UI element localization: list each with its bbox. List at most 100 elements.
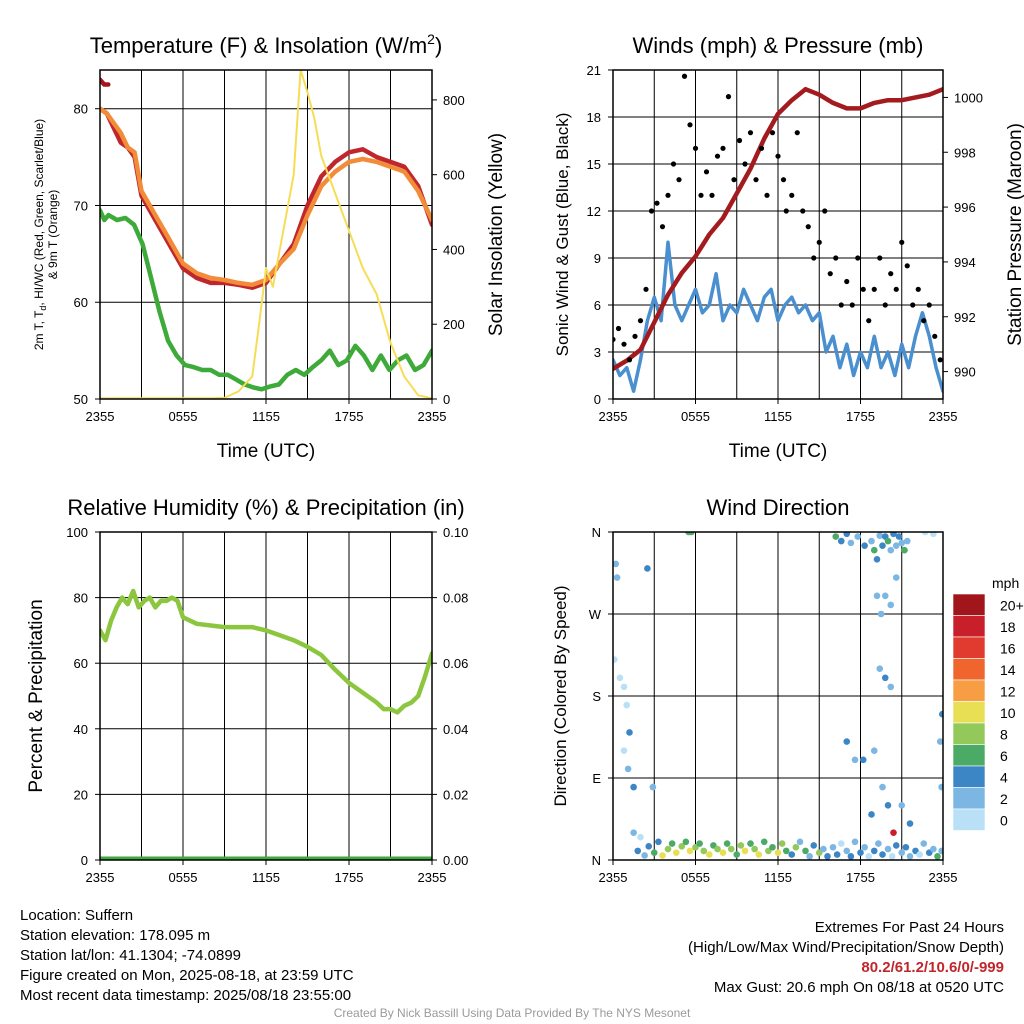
chart-title-text: Relative Humidity (%) & Precipitation (i… (67, 495, 464, 520)
station-info: Location: Suffern Station elevation: 178… (20, 906, 354, 1006)
y-tick-label: N (592, 853, 601, 868)
direction-point (682, 838, 690, 846)
y-tick-label: 80 (74, 591, 88, 606)
y-axis-label-subscript: d (38, 306, 48, 311)
x-tick-label: 2355 (929, 409, 958, 424)
direction-point (895, 533, 903, 540)
direction-point (696, 840, 703, 847)
y2-tick-label: 0.08 (443, 591, 468, 606)
x-tick-label: 2355 (86, 409, 115, 424)
y2-tick-label: 990 (954, 365, 976, 380)
direction-point (938, 783, 943, 791)
series-group (100, 588, 432, 860)
y2-tick-label: 800 (443, 93, 465, 108)
direction-point (620, 747, 628, 754)
legend-label: 10 (1000, 705, 1016, 721)
direction-point (868, 537, 875, 545)
direction-point (859, 756, 867, 764)
gust-point (659, 224, 666, 230)
x-tick-label: 1755 (335, 409, 364, 424)
gust-point (800, 208, 806, 214)
direction-point (833, 851, 841, 858)
x-tick-label: 1155 (764, 409, 792, 424)
gust-point (676, 177, 682, 183)
extremes-legend: (High/Low/Max Wind/Precipitation/Snow De… (688, 939, 1004, 956)
x-tick-label: 0555 (681, 870, 710, 885)
series-line-sonic-wind (613, 240, 943, 393)
y-tick-label: 50 (74, 392, 88, 407)
y-tick-label: S (592, 689, 601, 704)
direction-point (892, 574, 900, 581)
series-line-td (100, 208, 432, 392)
recent-data-timestamp: Most recent data timestamp: 2025/08/18 2… (20, 987, 352, 1004)
series-group (613, 532, 943, 860)
direction-point (887, 546, 895, 554)
gust-point (621, 341, 627, 347)
gust-point (764, 192, 770, 198)
x-tick-label: 2355 (599, 409, 628, 424)
direction-point (623, 701, 631, 709)
gust-point (888, 271, 894, 277)
legend-swatch (952, 765, 986, 788)
direction-point (881, 674, 889, 682)
y2-tick-label: 0 (443, 392, 450, 407)
gust-point (654, 200, 660, 206)
direction-point (714, 845, 721, 853)
gust-point (915, 286, 921, 292)
extremes-values: 80.2/61.2/10.6/0/-999 (861, 959, 1004, 976)
extremes-info: Extremes For Past 24 Hours (High/Low/Max… (688, 918, 1004, 998)
x-tick-label: 2355 (418, 409, 447, 424)
legend-swatch (952, 679, 986, 702)
x-tick-label: 1755 (846, 409, 875, 424)
chart-title: Temperature (F) & Insolation (W/m2) (90, 31, 443, 58)
legend-swatch (952, 722, 986, 745)
direction-point (843, 532, 851, 538)
direction-point (678, 843, 686, 850)
gust-point (670, 161, 677, 167)
direction-point (930, 532, 937, 538)
direction-point (755, 851, 763, 858)
legend-label: 6 (1000, 748, 1008, 764)
y-tick-label: 21 (587, 63, 601, 78)
legend-swatch (952, 636, 986, 659)
gust-point (827, 271, 833, 277)
direction-point (655, 838, 662, 846)
gust-point (648, 208, 655, 214)
gust-point (736, 137, 743, 144)
direction-point (888, 853, 896, 860)
y-tick-label: 3 (594, 345, 601, 360)
x-tick-label: 2355 (418, 870, 447, 885)
axis-ticks: 2355 0555 1155 1755 235550607080020040060080… (74, 93, 465, 424)
series-line-relative-humidity (100, 588, 432, 715)
gust-point (926, 302, 932, 308)
y2-tick-label: 998 (954, 145, 976, 160)
gust-point (860, 286, 866, 292)
gust-point (758, 145, 765, 151)
legend-label: 18 (1000, 619, 1016, 635)
y-tick-label: 70 (74, 198, 88, 213)
gust-point (877, 255, 883, 261)
direction-point (778, 840, 786, 847)
direction-point (884, 802, 892, 809)
y-tick-label: 0 (81, 853, 88, 868)
y-tick-label: N (592, 525, 601, 540)
direction-point (892, 542, 900, 549)
series-line-station-pressure (613, 86, 943, 372)
y-tick-label: 18 (587, 110, 601, 125)
direction-point (613, 560, 620, 568)
direction-point (901, 546, 908, 554)
direction-point (626, 729, 633, 736)
gust-point (921, 318, 927, 324)
y-tick-label: W (589, 607, 602, 622)
direction-point (705, 851, 713, 858)
y2-tick-label: 600 (443, 168, 465, 183)
legend-swatch (952, 701, 986, 724)
gust-point (632, 333, 638, 339)
direction-point (868, 811, 875, 818)
direction-point (837, 537, 845, 545)
direction-point (741, 847, 749, 855)
station-elevation: Station elevation: 178.095 m (20, 927, 211, 944)
chart-humidity: 2355 0555 1155 1755 2355 0 20 40 60 80 100 0.00 0.02… (26, 495, 468, 885)
direction-point (688, 532, 695, 536)
